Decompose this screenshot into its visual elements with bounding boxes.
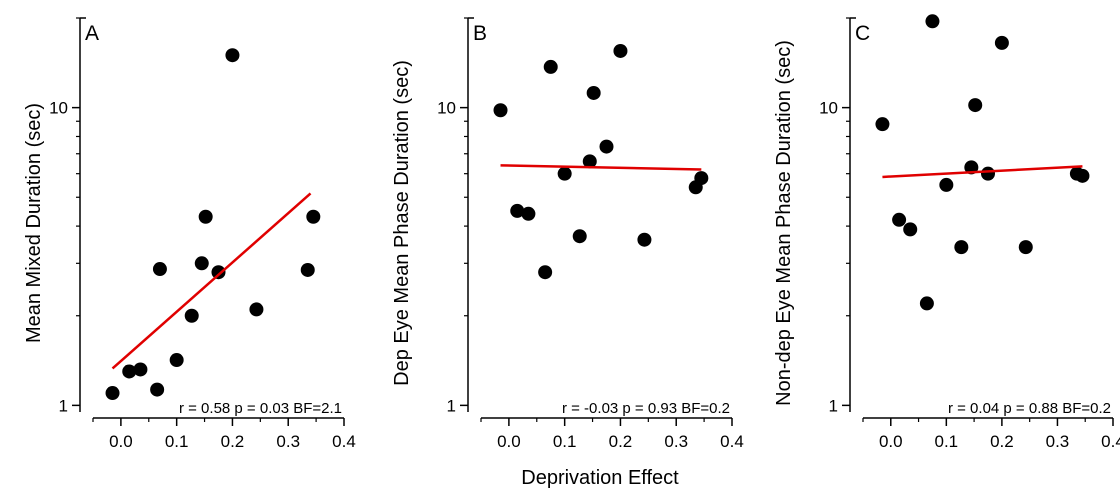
panel-letter: C — [855, 22, 870, 45]
panel-a: 1 10 0.0 0.1 0.2 0.3 0.4 A Mean Mixed Duration (… — [23, 17, 356, 451]
data-point — [105, 386, 120, 401]
data-point — [954, 240, 969, 255]
x-tick-label: 0.3 — [276, 432, 300, 451]
data-point — [521, 206, 536, 221]
data-point — [968, 98, 983, 113]
y-axis-label: Mean Mixed Duration (sec) — [23, 103, 45, 343]
data-point — [572, 229, 587, 244]
x-axis-label: Deprivation Effect — [521, 467, 679, 489]
data-point — [994, 35, 1009, 50]
data-point — [875, 117, 890, 132]
data-point — [543, 59, 558, 74]
data-point — [194, 256, 209, 271]
data-point — [300, 262, 315, 277]
data-point — [150, 382, 165, 397]
data-point — [613, 43, 628, 58]
x-tick-label: 0.4 — [720, 432, 744, 451]
panel-letter: B — [473, 22, 487, 45]
data-point — [152, 262, 167, 277]
data-point — [892, 212, 907, 227]
data-point — [919, 296, 934, 311]
x-tick-label: 0.2 — [221, 432, 245, 451]
data-point — [306, 209, 321, 224]
data-point — [1075, 168, 1090, 183]
x-tick-label: 0.3 — [1046, 432, 1070, 451]
y-tick-label: 1 — [447, 396, 456, 415]
x-tick-label: 0.3 — [664, 432, 688, 451]
y-tick-label: 1 — [59, 396, 68, 415]
data-point — [133, 362, 148, 377]
data-point — [184, 308, 199, 323]
x-tick-label: 0.0 — [497, 432, 521, 451]
data-point — [225, 48, 240, 63]
x-tick-label: 0.1 — [553, 432, 577, 451]
x-tick-label: 0.2 — [609, 432, 633, 451]
data-point — [557, 166, 572, 181]
data-point — [903, 222, 918, 237]
data-point — [694, 171, 709, 186]
y-tick-label: 10 — [437, 99, 456, 118]
regression-line — [882, 165, 1083, 179]
y-axis-label: Non-dep Eye Mean Phase Duration (sec) — [773, 40, 795, 406]
stats-annotation: r = -0.03 p = 0.93 BF=0.2 — [562, 400, 730, 417]
data-point — [493, 103, 508, 118]
x-tick-label: 0.1 — [935, 432, 959, 451]
data-point — [925, 14, 940, 29]
data-point — [538, 265, 553, 280]
data-point — [582, 154, 597, 169]
data-point — [211, 265, 226, 280]
data-point — [122, 364, 137, 379]
data-point — [586, 85, 601, 100]
data-point — [939, 177, 954, 192]
x-tick-label: 0.0 — [109, 432, 133, 451]
panel-c: 1 10 0.0 0.1 0.2 0.3 0.4 C Non-dep Eye Mean Phas… — [773, 14, 1120, 451]
y-tick-label: 10 — [819, 99, 838, 118]
y-tick-label: 1 — [829, 396, 838, 415]
data-point — [1018, 240, 1033, 255]
x-tick-label: 0.4 — [332, 432, 356, 451]
data-point — [198, 209, 213, 224]
x-tick-label: 0.4 — [1101, 432, 1120, 451]
y-tick-label: 10 — [49, 99, 68, 118]
data-point — [510, 203, 525, 218]
data-point — [637, 232, 652, 247]
panel-b: 1 10 0.0 0.1 0.2 0.3 0.4 B Dep Eye Mean Phase Du… — [391, 17, 744, 451]
data-point — [169, 353, 184, 368]
data-point — [981, 166, 995, 181]
x-tick-label: 0.0 — [879, 432, 903, 451]
stats-annotation: r = 0.04 p = 0.88 BF=0.2 — [948, 400, 1111, 417]
data-point — [249, 302, 264, 317]
stats-annotation: r = 0.58 p = 0.03 BF=2.1 — [179, 400, 342, 417]
x-tick-label: 0.2 — [990, 432, 1014, 451]
y-axis-label: Dep Eye Mean Phase Duration (sec) — [391, 60, 413, 386]
regression-line — [500, 164, 702, 171]
data-point — [599, 139, 614, 154]
x-tick-label: 0.1 — [165, 432, 189, 451]
regression-line — [111, 192, 312, 370]
panel-letter: A — [85, 22, 99, 45]
